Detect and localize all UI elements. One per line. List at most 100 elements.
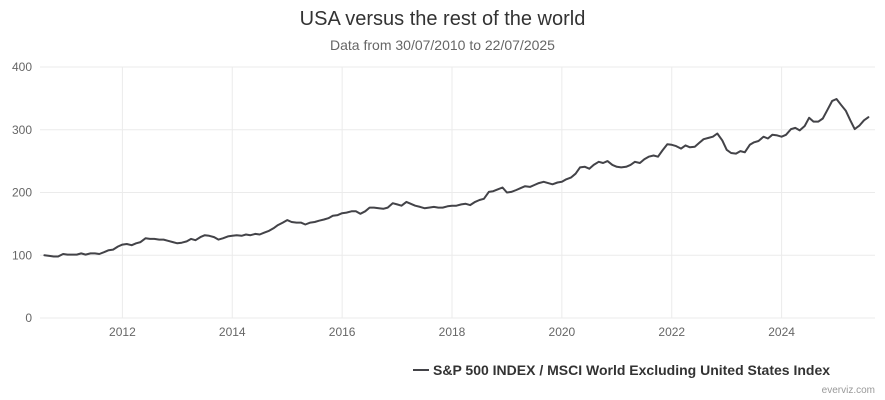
data-point[interactable]	[138, 240, 143, 245]
data-point[interactable]	[440, 205, 445, 210]
data-point[interactable]	[582, 164, 587, 169]
data-point[interactable]	[298, 220, 303, 225]
data-point[interactable]	[587, 166, 592, 171]
data-point[interactable]	[285, 218, 290, 223]
data-point[interactable]	[706, 135, 711, 140]
credit-link[interactable]: everviz.com	[822, 385, 875, 396]
data-point[interactable]	[358, 211, 363, 216]
data-point[interactable]	[569, 175, 574, 180]
data-point[interactable]	[399, 203, 404, 208]
data-point[interactable]	[143, 236, 148, 241]
data-point[interactable]	[381, 206, 386, 211]
data-point[interactable]	[42, 253, 47, 258]
data-point[interactable]	[866, 115, 871, 120]
data-point[interactable]	[816, 119, 821, 124]
data-point[interactable]	[157, 237, 162, 242]
data-point[interactable]	[92, 251, 97, 256]
data-point[interactable]	[619, 165, 624, 170]
data-point[interactable]	[340, 211, 345, 216]
data-point[interactable]	[79, 251, 84, 256]
data-point[interactable]	[601, 161, 606, 166]
data-point[interactable]	[212, 235, 217, 240]
data-point[interactable]	[591, 162, 596, 167]
data-point[interactable]	[848, 118, 853, 123]
data-point[interactable]	[239, 233, 244, 238]
data-point[interactable]	[555, 180, 560, 185]
data-point[interactable]	[445, 204, 450, 209]
data-point[interactable]	[692, 144, 697, 149]
data-point[interactable]	[198, 235, 203, 240]
data-point[interactable]	[262, 230, 267, 235]
data-point[interactable]	[665, 142, 670, 147]
data-point[interactable]	[834, 97, 839, 102]
data-point[interactable]	[322, 217, 327, 222]
data-point[interactable]	[518, 186, 523, 191]
data-point[interactable]	[56, 254, 61, 259]
data-point[interactable]	[152, 236, 157, 241]
data-point[interactable]	[175, 241, 180, 246]
data-point[interactable]	[230, 233, 235, 238]
data-point[interactable]	[637, 161, 642, 166]
data-point[interactable]	[353, 209, 358, 214]
data-point[interactable]	[646, 154, 651, 159]
data-point[interactable]	[413, 203, 418, 208]
data-point[interactable]	[170, 240, 175, 245]
series-line[interactable]	[43, 98, 870, 258]
data-point[interactable]	[244, 232, 249, 237]
data-point[interactable]	[303, 222, 308, 227]
data-point[interactable]	[253, 231, 258, 236]
data-point[interactable]	[454, 203, 459, 208]
data-point[interactable]	[632, 159, 637, 164]
data-point[interactable]	[857, 123, 862, 128]
data-point[interactable]	[220, 236, 225, 241]
data-point[interactable]	[473, 199, 478, 204]
data-point[interactable]	[523, 184, 528, 189]
data-point[interactable]	[825, 108, 830, 113]
data-point[interactable]	[811, 119, 816, 124]
data-point[interactable]	[106, 248, 111, 253]
data-point[interactable]	[61, 252, 66, 257]
data-point[interactable]	[514, 188, 519, 193]
data-point[interactable]	[779, 134, 784, 139]
data-point[interactable]	[495, 187, 500, 192]
data-point[interactable]	[463, 201, 468, 206]
data-point[interactable]	[852, 127, 857, 132]
data-point[interactable]	[363, 209, 368, 214]
data-point[interactable]	[450, 203, 455, 208]
data-point[interactable]	[738, 149, 743, 154]
data-point[interactable]	[436, 205, 441, 210]
data-point[interactable]	[367, 205, 372, 210]
data-point[interactable]	[179, 240, 184, 245]
data-point[interactable]	[216, 237, 221, 242]
data-point[interactable]	[838, 102, 843, 107]
data-point[interactable]	[802, 124, 807, 129]
data-point[interactable]	[642, 157, 647, 162]
data-point[interactable]	[862, 118, 867, 123]
data-point[interactable]	[651, 153, 656, 158]
data-point[interactable]	[102, 250, 107, 255]
data-point[interactable]	[129, 243, 134, 248]
data-point[interactable]	[578, 165, 583, 170]
data-point[interactable]	[775, 133, 780, 138]
data-point[interactable]	[830, 98, 835, 103]
data-point[interactable]	[734, 151, 739, 156]
data-point[interactable]	[74, 252, 79, 257]
data-point[interactable]	[550, 182, 555, 187]
data-point[interactable]	[481, 196, 486, 201]
data-point[interactable]	[564, 177, 569, 182]
data-point[interactable]	[477, 198, 482, 203]
data-point[interactable]	[784, 132, 789, 137]
data-point[interactable]	[349, 209, 354, 214]
data-point[interactable]	[207, 233, 212, 238]
data-point[interactable]	[724, 147, 729, 152]
data-point[interactable]	[312, 220, 317, 225]
data-point[interactable]	[271, 226, 276, 231]
data-point[interactable]	[742, 150, 747, 155]
data-point[interactable]	[509, 189, 514, 194]
data-point[interactable]	[124, 242, 129, 247]
data-point[interactable]	[161, 237, 166, 242]
data-point[interactable]	[267, 228, 272, 233]
data-point[interactable]	[426, 205, 431, 210]
data-point[interactable]	[843, 108, 848, 113]
data-point[interactable]	[395, 202, 400, 207]
